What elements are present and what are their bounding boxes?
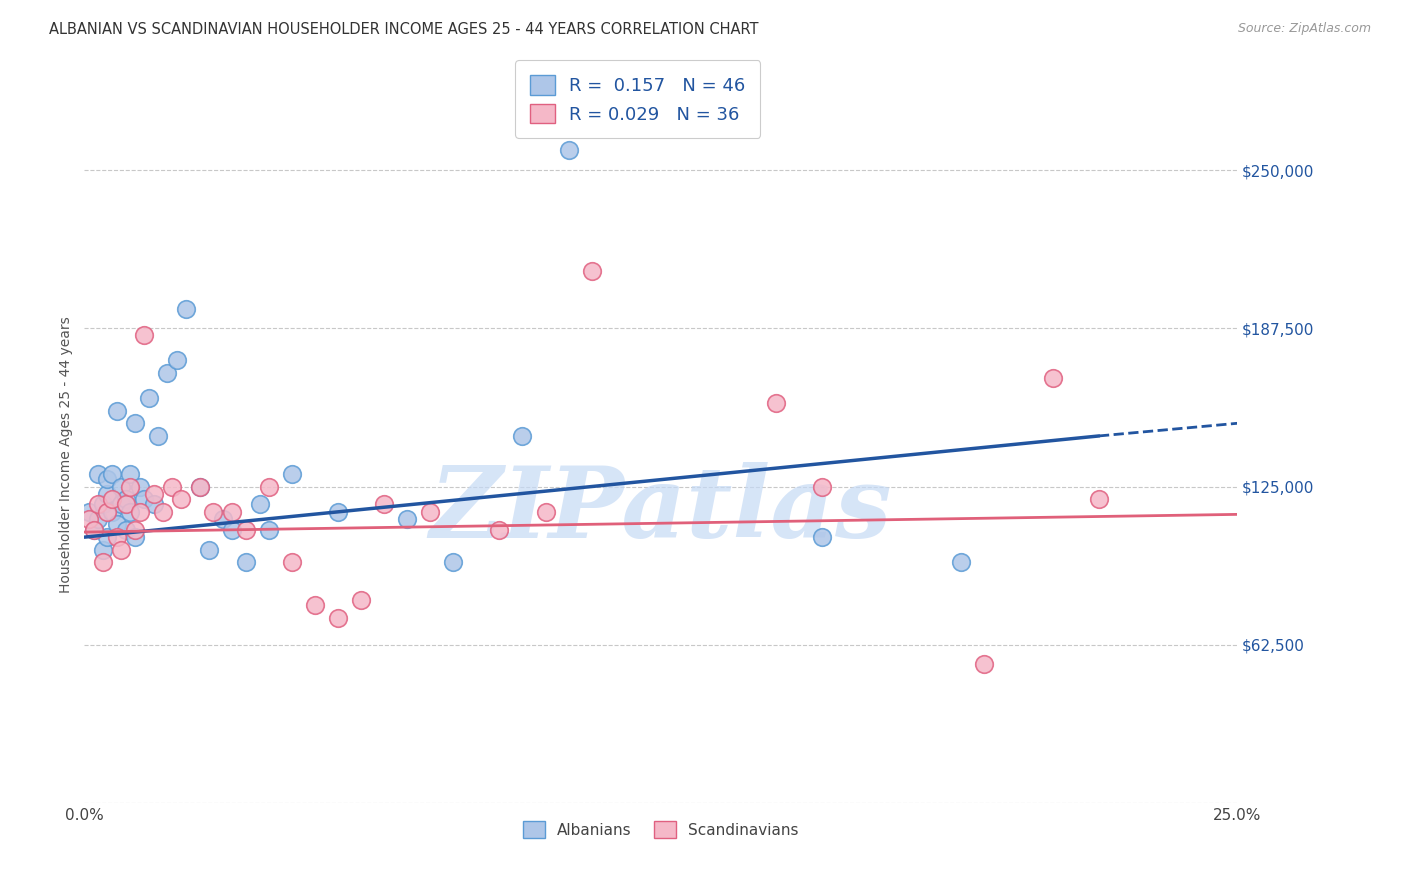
Point — [134, 492, 156, 507]
Point — [1088, 492, 1111, 507]
Point — [188, 479, 211, 493]
Point — [134, 327, 156, 342]
Point — [304, 599, 326, 613]
Text: Source: ZipAtlas.com: Source: ZipAtlas.com — [1237, 22, 1371, 36]
Point — [96, 472, 118, 486]
Point — [811, 479, 834, 493]
Point — [128, 505, 150, 519]
Point — [101, 467, 124, 481]
Point — [811, 530, 834, 544]
Point — [557, 143, 579, 157]
Point — [257, 479, 280, 493]
Point — [973, 657, 995, 671]
Point — [96, 530, 118, 544]
Point — [115, 497, 138, 511]
Point — [512, 429, 534, 443]
Legend: Albanians, Scandinavians: Albanians, Scandinavians — [517, 815, 804, 844]
Point — [128, 479, 150, 493]
Point — [350, 593, 373, 607]
Point — [170, 492, 193, 507]
Point — [534, 505, 557, 519]
Point — [91, 497, 114, 511]
Point — [281, 556, 304, 570]
Point — [120, 479, 142, 493]
Point — [101, 505, 124, 519]
Point — [87, 467, 110, 481]
Point — [96, 505, 118, 519]
Point — [202, 505, 225, 519]
Point — [120, 505, 142, 519]
Point — [166, 353, 188, 368]
Point — [96, 487, 118, 501]
Point — [115, 523, 138, 537]
Point — [235, 523, 257, 537]
Point — [105, 517, 128, 532]
Point — [257, 523, 280, 537]
Point — [221, 505, 243, 519]
Point — [326, 505, 349, 519]
Point — [124, 417, 146, 431]
Point — [142, 487, 165, 501]
Point — [281, 467, 304, 481]
Point — [949, 556, 972, 570]
Point — [120, 467, 142, 481]
Point — [77, 505, 100, 519]
Point — [138, 391, 160, 405]
Point — [235, 556, 257, 570]
Point — [160, 479, 183, 493]
Point — [110, 542, 132, 557]
Point — [87, 512, 110, 526]
Point — [101, 492, 124, 507]
Point — [211, 512, 233, 526]
Point — [156, 366, 179, 380]
Y-axis label: Householder Income Ages 25 - 44 years: Householder Income Ages 25 - 44 years — [59, 317, 73, 593]
Point — [249, 497, 271, 511]
Point — [91, 556, 114, 570]
Point — [1042, 370, 1064, 384]
Point — [124, 530, 146, 544]
Point — [77, 512, 100, 526]
Point — [581, 264, 603, 278]
Point — [419, 505, 441, 519]
Point — [198, 542, 221, 557]
Point — [115, 492, 138, 507]
Point — [91, 542, 114, 557]
Point — [110, 497, 132, 511]
Text: ZIPatlas: ZIPatlas — [430, 462, 891, 558]
Point — [188, 479, 211, 493]
Text: ALBANIAN VS SCANDINAVIAN HOUSEHOLDER INCOME AGES 25 - 44 YEARS CORRELATION CHART: ALBANIAN VS SCANDINAVIAN HOUSEHOLDER INC… — [49, 22, 759, 37]
Point — [110, 479, 132, 493]
Point — [83, 523, 105, 537]
Point — [142, 497, 165, 511]
Point — [396, 512, 419, 526]
Point — [83, 523, 105, 537]
Point — [488, 523, 510, 537]
Point — [124, 523, 146, 537]
Point — [152, 505, 174, 519]
Point — [146, 429, 169, 443]
Point — [87, 497, 110, 511]
Point — [105, 403, 128, 417]
Point — [441, 556, 464, 570]
Point — [373, 497, 395, 511]
Point — [765, 396, 787, 410]
Point — [221, 523, 243, 537]
Point — [105, 530, 128, 544]
Point — [326, 611, 349, 625]
Point — [174, 302, 197, 317]
